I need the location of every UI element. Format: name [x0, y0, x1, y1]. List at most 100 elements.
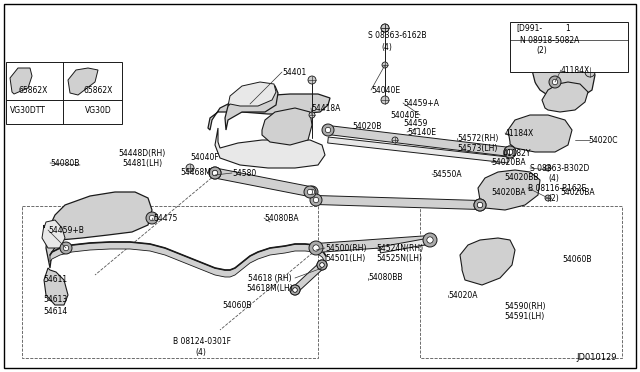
- Circle shape: [477, 202, 483, 208]
- Polygon shape: [328, 125, 511, 157]
- Text: 54573(LH): 54573(LH): [457, 144, 497, 153]
- Circle shape: [427, 237, 433, 243]
- Text: 54080BA: 54080BA: [264, 214, 299, 222]
- Text: 54500(RH): 54500(RH): [325, 244, 367, 253]
- Text: N 08918-5082A: N 08918-5082A: [520, 35, 579, 45]
- Circle shape: [320, 263, 324, 267]
- Text: (2): (2): [548, 193, 559, 202]
- Text: JD010129: JD010129: [576, 353, 616, 362]
- Polygon shape: [46, 192, 152, 268]
- Text: 54060B: 54060B: [562, 256, 591, 264]
- Polygon shape: [292, 262, 324, 292]
- Circle shape: [304, 186, 316, 198]
- Polygon shape: [316, 235, 430, 253]
- Text: 54459: 54459: [403, 119, 428, 128]
- Text: 54475: 54475: [153, 214, 177, 222]
- Circle shape: [423, 233, 437, 247]
- Circle shape: [585, 67, 595, 77]
- Circle shape: [381, 24, 389, 32]
- Circle shape: [186, 164, 194, 172]
- Circle shape: [306, 186, 318, 198]
- Text: 54459+B: 54459+B: [48, 225, 84, 234]
- Text: B 08116-B162E: B 08116-B162E: [528, 183, 586, 192]
- Circle shape: [381, 96, 389, 104]
- Text: 54080BB: 54080BB: [368, 273, 403, 282]
- Circle shape: [474, 199, 486, 211]
- Circle shape: [317, 260, 327, 270]
- Circle shape: [325, 127, 331, 133]
- Text: 54468M: 54468M: [180, 167, 211, 176]
- Text: 54525N(LH): 54525N(LH): [376, 253, 422, 263]
- Text: 54481(LH): 54481(LH): [122, 158, 162, 167]
- Circle shape: [212, 170, 218, 176]
- Circle shape: [313, 245, 319, 251]
- Text: 54572(RH): 54572(RH): [457, 134, 499, 142]
- Circle shape: [309, 189, 315, 195]
- Circle shape: [545, 165, 551, 171]
- Circle shape: [209, 167, 221, 179]
- Bar: [22, 206, 318, 358]
- Circle shape: [545, 195, 551, 201]
- Text: 54020BA: 54020BA: [491, 187, 525, 196]
- Bar: [420, 206, 622, 358]
- Circle shape: [322, 124, 334, 136]
- Text: 54020BA: 54020BA: [560, 187, 595, 196]
- Text: VG30D: VG30D: [85, 106, 112, 115]
- Polygon shape: [316, 196, 480, 209]
- Text: 54591(LH): 54591(LH): [504, 312, 544, 321]
- Circle shape: [504, 146, 516, 158]
- Circle shape: [317, 260, 327, 270]
- Text: 54020BA: 54020BA: [491, 157, 525, 167]
- Circle shape: [424, 234, 436, 246]
- Text: 54040F: 54040F: [190, 153, 219, 161]
- Circle shape: [310, 194, 322, 206]
- Circle shape: [290, 285, 300, 295]
- Text: 41182Y: 41182Y: [503, 148, 531, 157]
- Text: 54020B: 54020B: [352, 122, 381, 131]
- Circle shape: [149, 215, 155, 221]
- Circle shape: [392, 137, 398, 143]
- Circle shape: [320, 263, 324, 267]
- Text: 54618M(LH): 54618M(LH): [246, 283, 292, 292]
- Text: 54140E: 54140E: [407, 128, 436, 137]
- Polygon shape: [208, 94, 330, 130]
- Text: 54590(RH): 54590(RH): [504, 302, 545, 311]
- Text: 54618 (RH): 54618 (RH): [248, 273, 292, 282]
- Text: 1: 1: [565, 23, 570, 32]
- Text: 54550A: 54550A: [432, 170, 461, 179]
- Text: 65862X: 65862X: [83, 86, 113, 94]
- Circle shape: [381, 24, 389, 32]
- Text: 41184X: 41184X: [505, 128, 534, 138]
- Text: 54020A: 54020A: [448, 291, 477, 299]
- Polygon shape: [44, 268, 68, 305]
- Circle shape: [508, 149, 513, 155]
- Circle shape: [290, 285, 300, 295]
- Circle shape: [308, 76, 316, 84]
- Circle shape: [307, 189, 313, 195]
- Text: B 08124-0301F: B 08124-0301F: [173, 337, 231, 346]
- Polygon shape: [532, 52, 595, 100]
- Polygon shape: [50, 242, 326, 277]
- Text: 54060B: 54060B: [222, 301, 252, 310]
- Circle shape: [310, 242, 322, 254]
- Circle shape: [292, 288, 297, 292]
- Circle shape: [477, 202, 483, 208]
- Text: 54459+A: 54459+A: [403, 99, 439, 108]
- Polygon shape: [262, 108, 312, 145]
- Circle shape: [382, 62, 388, 68]
- Text: 54418A: 54418A: [311, 103, 340, 112]
- Text: 54501(LH): 54501(LH): [325, 253, 365, 263]
- Text: S 08363-6162B: S 08363-6162B: [368, 31, 426, 39]
- Text: 54614: 54614: [43, 308, 67, 317]
- Circle shape: [314, 245, 319, 251]
- Text: 54611: 54611: [43, 276, 67, 285]
- Circle shape: [212, 170, 218, 176]
- Bar: [6, 62, 122, 124]
- Text: [D991-: [D991-: [516, 23, 542, 32]
- Text: 54040E: 54040E: [390, 110, 419, 119]
- Polygon shape: [42, 220, 65, 248]
- Polygon shape: [10, 68, 32, 94]
- Polygon shape: [228, 82, 276, 106]
- Text: (4): (4): [195, 349, 206, 357]
- Text: (4): (4): [548, 173, 559, 183]
